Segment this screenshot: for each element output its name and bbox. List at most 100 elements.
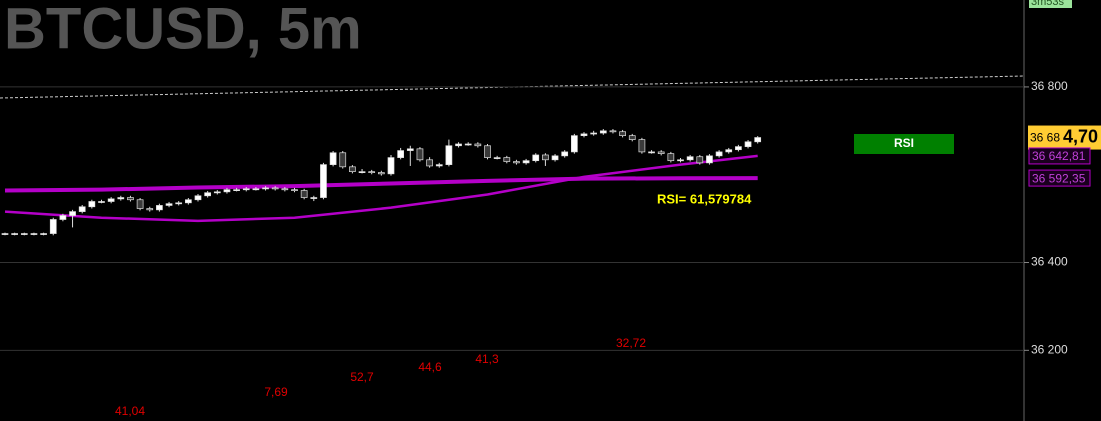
- annotation: 7,69: [264, 385, 288, 399]
- candle-body: [590, 132, 598, 135]
- candle-body: [40, 233, 47, 235]
- annotation: 32,72: [616, 336, 646, 350]
- candle-body: [638, 139, 646, 153]
- candle-body: [98, 201, 105, 203]
- candle-body: [599, 130, 607, 134]
- candle-body: [406, 148, 414, 151]
- y-tick-label: 36 400: [1031, 255, 1068, 269]
- candle-body: [657, 151, 665, 154]
- price-label-box: [1028, 147, 1091, 165]
- candle-body: [435, 164, 443, 167]
- candle-body: [358, 171, 366, 173]
- candle-body: [387, 157, 395, 175]
- candle-body: [725, 149, 733, 153]
- candle-body: [329, 152, 337, 165]
- candle-body: [107, 198, 115, 202]
- candle-body: [175, 202, 183, 205]
- candle-body: [686, 156, 694, 161]
- candle-body: [696, 156, 704, 164]
- y-tick-label: 36 200: [1031, 342, 1068, 356]
- candle-body: [628, 135, 636, 140]
- candle-body: [744, 141, 752, 147]
- candle-body: [580, 133, 588, 137]
- candle-body: [570, 135, 578, 153]
- candle-body: [455, 143, 462, 147]
- candle-body: [735, 146, 742, 151]
- candle-body: [445, 145, 453, 165]
- candle-body: [426, 159, 433, 167]
- annotation: 41,3: [475, 352, 499, 366]
- rsi-label: RSI= 61,579784: [657, 191, 752, 206]
- candle-body: [349, 166, 356, 172]
- candle-body: [78, 206, 86, 212]
- candle-body: [754, 137, 762, 143]
- candle-body: [1, 233, 9, 235]
- candle-body: [300, 190, 308, 198]
- candle-body: [474, 143, 482, 147]
- candle-body: [117, 197, 125, 200]
- candle-body: [185, 199, 192, 204]
- candle-body: [368, 171, 376, 173]
- candle-body: [242, 188, 250, 191]
- candle-body: [88, 201, 96, 208]
- last-price-box: [1028, 125, 1101, 150]
- price-label-box: [1028, 169, 1091, 187]
- candle-body: [493, 157, 501, 159]
- last-price-large: 4,70: [1063, 126, 1098, 146]
- moving-average-line: [4, 176, 758, 193]
- candle-body: [59, 215, 67, 220]
- candle-body: [339, 152, 347, 168]
- candle-body: [146, 208, 154, 211]
- candle-body: [156, 205, 163, 211]
- candle-body: [252, 188, 260, 191]
- price-label: 36 642,81: [1032, 149, 1086, 163]
- timer-box: [1029, 0, 1072, 8]
- candle-body: [542, 154, 549, 161]
- candle-body: [233, 189, 240, 191]
- candle-body: [677, 159, 684, 162]
- candle-body: [271, 187, 279, 190]
- candle-body: [648, 151, 655, 154]
- candle-body: [310, 197, 318, 199]
- candle-body: [532, 154, 540, 162]
- annotation: 41,04: [115, 404, 145, 418]
- annotation: 52,7: [350, 370, 374, 384]
- candle-body: [30, 233, 38, 235]
- annotation: 44,6: [418, 360, 442, 374]
- candle-body: [204, 192, 211, 197]
- candle-body: [609, 130, 617, 133]
- candle-body: [11, 233, 18, 235]
- candle-body: [715, 151, 723, 157]
- candle-body: [619, 131, 626, 137]
- candle-body: [281, 188, 289, 191]
- candle-body: [291, 189, 298, 191]
- y-tick-label: 36 800: [1031, 79, 1068, 93]
- candle-body: [213, 191, 221, 194]
- candle-body: [484, 145, 491, 158]
- moving-average-line: [4, 154, 758, 223]
- candle-body: [127, 197, 134, 201]
- last-price-small: 36 68: [1030, 131, 1060, 145]
- rsi-button[interactable]: [854, 134, 954, 154]
- candle-body: [397, 150, 404, 158]
- candle-body: [378, 172, 385, 175]
- candle-body: [194, 195, 202, 201]
- candle-body: [503, 157, 511, 162]
- candle-body: [464, 143, 472, 146]
- timer: 3m53s: [1031, 0, 1065, 8]
- price-label: 36 592,35: [1032, 171, 1086, 185]
- candle-body: [49, 219, 57, 234]
- candle-body: [416, 148, 424, 161]
- candle-body: [551, 155, 559, 161]
- rsi-button-label[interactable]: RSI: [894, 136, 914, 150]
- candle-body: [20, 233, 28, 235]
- candle-body: [706, 155, 713, 164]
- candle-body: [165, 203, 173, 206]
- candle-body: [561, 151, 569, 157]
- candle-body: [262, 187, 269, 190]
- candle-body: [513, 161, 520, 164]
- chart-title: BTCUSD, 5m: [4, 0, 362, 61]
- candle-body: [522, 160, 530, 164]
- candle-body: [223, 189, 231, 193]
